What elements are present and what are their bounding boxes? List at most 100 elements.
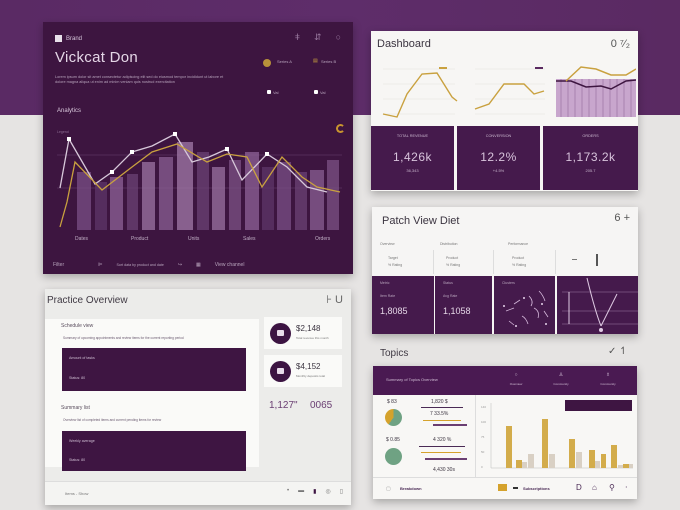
logo-icon [55, 35, 62, 42]
kpi-label: TOTAL REVENUE [396, 134, 429, 138]
settings-icon[interactable]: ◎ [325, 489, 331, 495]
patch-corner: 6 + [614, 212, 630, 224]
divider [423, 420, 461, 421]
main-analytics-panel: Brand ǂ ⇵ ○ Vickcat Don Lorem ipsum dolo… [43, 22, 353, 274]
stat-card-revenue[interactable]: $2,148 Total revenue this month [264, 317, 342, 349]
dash-icon [513, 487, 518, 489]
topics-bar-chart: 140 100 75 50 0 [481, 403, 633, 469]
practice-content-card: Schedule view Summary of upcoming appoin… [45, 319, 259, 471]
summary-box[interactable]: Weekly average Status: 80 [62, 431, 246, 471]
app-logo[interactable]: Brand [55, 35, 82, 42]
trash-icon[interactable]: ▯ [339, 489, 343, 495]
patch-view-panel: Patch View Diet 6 + Overview Target% Rati… [372, 207, 638, 334]
legend-gold-dot [263, 59, 271, 67]
mini-area-chart [556, 66, 636, 117]
bookmark-icon[interactable]: ▮ [313, 489, 317, 495]
more-icon[interactable]: ⋅ [625, 483, 628, 492]
schedule-box[interactable]: Amount of tasks Status: 80 [62, 348, 246, 391]
chart-subtitle: Legend [57, 130, 69, 134]
patch-cell: Performance Product% Rating [494, 242, 556, 274]
patch-trend-card[interactable]: Trend [557, 276, 638, 334]
search-icon[interactable]: ⚲ [609, 483, 615, 492]
legend-label: Series B [321, 59, 337, 64]
export-icon[interactable]: ↪ [177, 262, 183, 268]
svg-text:0: 0 [481, 465, 483, 469]
mini-line-chart-1 [382, 67, 458, 118]
kpi-value: 12.2% [480, 150, 517, 164]
view-channel-link[interactable]: View channel [214, 262, 245, 268]
subscriptions-link[interactable]: Subscriptions [523, 486, 550, 491]
logo-label: Brand [66, 35, 83, 42]
kpi-sub: 205.7 [585, 168, 596, 173]
svg-text:100: 100 [481, 420, 486, 424]
kpi-sub: 36,343 [406, 168, 419, 173]
dashboard-corner-value: 0 ⁷⁄₂ [610, 38, 630, 50]
main-combo-chart [57, 132, 342, 230]
practice-footer: Items - Show • ▬ ▮ ◎ ▯ [45, 481, 351, 505]
legend-white-dot [267, 90, 271, 94]
x-axis-label: Dates [75, 236, 89, 242]
practice-title: Practice Overview [47, 295, 128, 306]
section-heading: Summary list [61, 405, 90, 411]
kpi-card-orders[interactable]: ORDERS 1,173.2k 205.7 [543, 126, 638, 190]
page-title: Vickcat Don [55, 49, 139, 66]
checkbox-icon[interactable]: ▢ [386, 486, 391, 492]
patch-scatter-card[interactable]: Clusters [494, 276, 555, 334]
header-col[interactable]: ♙ Community [553, 372, 569, 386]
topics-title: Topics [380, 348, 409, 359]
calendar-icon[interactable]: ▦ [196, 262, 201, 268]
divider [433, 424, 467, 426]
patch-cell: Distribution Product% Rating [434, 242, 494, 274]
x-axis-label: Units [188, 236, 200, 242]
gold-swatch [498, 484, 507, 491]
topics-header-title: Summary of Topics Overview [386, 377, 438, 382]
sort-icon[interactable]: ⊫ [98, 262, 103, 268]
header-col[interactable]: ○ Overview [509, 372, 523, 386]
kpi-card-conversion[interactable]: CONVERSION 12.2% +4.5% [457, 126, 540, 190]
section-description: Overview list of completed items and cur… [63, 418, 162, 422]
divider [421, 452, 461, 453]
kpi-label: CONVERSION [485, 134, 512, 138]
legend-label: Val [320, 90, 326, 95]
topics-panel: Summary of Topics Overview ○ Overview ♙ Co… [373, 366, 637, 499]
patch-status-card[interactable]: Status Avg Rate 1,1058 [435, 276, 492, 334]
home-icon[interactable]: ⌂ [592, 483, 597, 492]
items-show-label[interactable]: Items - Show [65, 491, 89, 496]
svg-text:140: 140 [481, 405, 486, 409]
document-icon[interactable]: D [576, 483, 582, 492]
breakdown-link[interactable]: Breakdown [400, 486, 422, 491]
card-icon [270, 361, 291, 382]
svg-text:50: 50 [481, 450, 485, 454]
section-description: Summary of upcoming appointments and rev… [63, 336, 184, 340]
trend-chart [562, 277, 638, 332]
profile-icon[interactable]: ○ [335, 32, 341, 42]
wallet-icon [270, 323, 291, 344]
divider [419, 446, 465, 447]
metric-value: 4,430 30s [433, 467, 455, 473]
svg-text:75: 75 [481, 435, 485, 439]
pie-label: $ 83 [387, 399, 397, 405]
practice-options-icon[interactable]: ⊦ U [326, 294, 343, 306]
topics-tag[interactable] [565, 400, 632, 411]
kpi-label: ORDERS [582, 134, 599, 138]
share-icon[interactable]: ⇵ [314, 32, 322, 42]
topics-footer: ▢ Breakdown Subscriptions D ⌂ ⚲ ⋅ [373, 477, 637, 499]
kpi-card-revenue[interactable]: TOTAL REVENUE 1,426k 36,343 [371, 126, 454, 190]
minus-icon[interactable]: ▬ [298, 488, 305, 494]
stat-card-deposits[interactable]: $4,152 Monthly deposits total [264, 355, 342, 387]
page-description: Lorem ipsum dolor sit amet consectetur a… [55, 75, 224, 84]
sort-link[interactable]: Sort data by product and date [116, 263, 164, 267]
patch-title: Patch View Diet [382, 215, 460, 227]
kpi-value: 1,426k [392, 150, 433, 164]
patch-metric-card[interactable]: Metric Item Rate 1,8085 [372, 276, 434, 334]
dot-icon[interactable]: • [287, 488, 290, 494]
notification-icon[interactable]: ǂ [294, 32, 301, 42]
metric-value: 7 33.5% [430, 411, 449, 417]
practice-overview-panel: Practice Overview ⊦ U Schedule view Summ… [45, 289, 351, 505]
dashboard-panel: Dashboard 0 ⁷⁄₂ TOTAL REVENUE 1,426k 36,… [371, 31, 638, 191]
refresh-icon[interactable] [336, 124, 345, 133]
header-col[interactable]: ♗ Community [600, 372, 616, 386]
topics-header: Summary of Topics Overview ○ Overview ♙ Co… [373, 366, 637, 395]
scatter-plot [503, 290, 549, 327]
filter-link[interactable]: Filter [53, 262, 65, 268]
